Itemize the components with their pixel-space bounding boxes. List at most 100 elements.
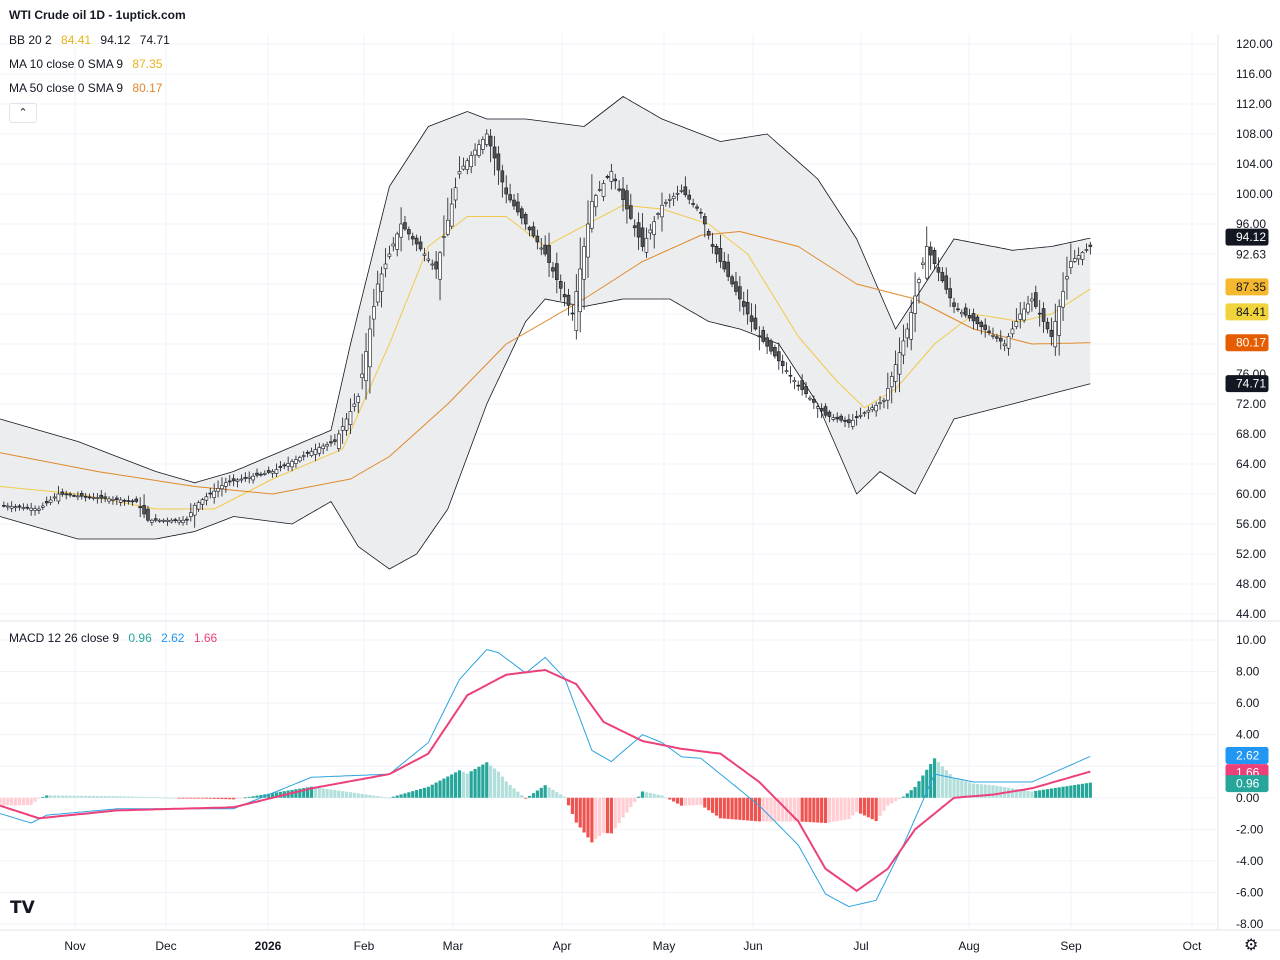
price-label-text: 74.71 xyxy=(1236,377,1266,391)
candle-body xyxy=(41,505,45,508)
candle-body xyxy=(115,497,119,500)
candle xyxy=(897,337,902,393)
candle xyxy=(629,193,633,221)
candle-body xyxy=(231,478,236,482)
ma50-legend[interactable]: MA 50 close 0 SMA 9 80.17 xyxy=(9,81,168,95)
candle xyxy=(44,496,49,507)
candle xyxy=(765,333,769,355)
legend-collapse-button[interactable]: ⌃ xyxy=(9,103,37,123)
candle xyxy=(227,475,232,486)
candle xyxy=(52,492,57,502)
candle-body xyxy=(1072,258,1077,262)
candle-body xyxy=(375,283,380,303)
candle-body xyxy=(484,133,489,145)
candle-body xyxy=(928,246,933,256)
candle xyxy=(173,517,178,524)
candle-body xyxy=(434,261,438,270)
candle xyxy=(870,404,875,413)
candle xyxy=(757,326,762,351)
macd-histogram-bar xyxy=(418,788,423,798)
candle-body xyxy=(1088,244,1093,247)
candle xyxy=(956,302,960,312)
candle xyxy=(866,406,871,420)
macd-histogram-bar xyxy=(804,797,808,822)
candle-body xyxy=(477,144,481,156)
macd-histogram-bar xyxy=(769,797,773,822)
candle-body xyxy=(426,258,431,261)
gear-icon[interactable]: ⚙ xyxy=(1244,937,1259,954)
candle xyxy=(796,380,801,391)
candle-body xyxy=(68,493,72,496)
candle-body xyxy=(543,244,547,255)
candle-body xyxy=(33,508,37,511)
candle-body xyxy=(481,139,485,150)
candle-body xyxy=(150,519,154,523)
candle xyxy=(823,403,828,419)
candle xyxy=(118,497,123,507)
candle-body xyxy=(313,449,318,455)
macd-histogram-bar xyxy=(87,795,92,798)
candle xyxy=(1069,243,1073,275)
price-tick-label: 96.00 xyxy=(1236,217,1266,231)
macd-histogram-bar xyxy=(890,797,894,804)
candle xyxy=(975,314,980,331)
candle-body xyxy=(519,208,524,219)
ma50-value: 80.17 xyxy=(132,81,163,95)
macd-histogram-bar xyxy=(138,796,142,798)
candle xyxy=(1088,241,1093,255)
candle-body xyxy=(410,236,415,240)
candle xyxy=(1076,247,1081,266)
candle-body xyxy=(664,201,668,204)
macd-legend[interactable]: MACD 12 26 close 9 0.96 2.62 1.66 xyxy=(9,631,223,645)
candle xyxy=(558,274,563,301)
macd-label-text: 0.96 xyxy=(1236,777,1260,791)
candle-body xyxy=(835,416,840,420)
candle xyxy=(932,247,937,270)
macd-histogram-bar xyxy=(909,790,913,798)
bb-legend[interactable]: BB 20 2 84.41 94.12 74.71 xyxy=(9,33,176,47)
price-label: 87.35 xyxy=(1225,278,1269,296)
candle xyxy=(216,480,220,498)
candle xyxy=(1037,300,1042,327)
candle xyxy=(543,235,547,257)
macd-histogram-bar xyxy=(247,796,251,798)
candle xyxy=(379,266,384,308)
macd-histogram-bar xyxy=(1018,789,1022,798)
candle xyxy=(952,297,956,314)
candle xyxy=(831,414,836,422)
macd-histogram-bar xyxy=(380,796,384,798)
candle-body xyxy=(593,195,598,208)
candle-body xyxy=(753,317,758,330)
time-tick-label: Jul xyxy=(853,939,868,953)
macd-histogram-bar xyxy=(29,797,33,806)
candle xyxy=(488,128,493,163)
macd-histogram-bar xyxy=(434,782,438,798)
macd-histogram-bar xyxy=(1030,791,1034,798)
macd-histogram-bar xyxy=(539,787,543,798)
macd-histogram-bar xyxy=(808,797,812,823)
macd-histogram-bar xyxy=(520,795,524,798)
candle xyxy=(792,376,797,390)
candle-body xyxy=(442,236,446,238)
macd-histogram-bar xyxy=(341,791,345,798)
macd-pane xyxy=(0,648,1092,908)
candle-body xyxy=(562,294,567,298)
candle-body xyxy=(9,506,14,509)
macd-histogram-bar xyxy=(629,797,633,808)
candle xyxy=(60,488,65,497)
candle-body xyxy=(535,235,540,243)
candle-body xyxy=(204,496,209,501)
candle xyxy=(87,493,92,500)
candle-body xyxy=(586,223,590,258)
ma10-legend[interactable]: MA 10 close 0 SMA 9 87.35 xyxy=(9,57,168,71)
macd-histogram-bar xyxy=(925,769,929,798)
candle-body xyxy=(356,396,361,403)
candle-body xyxy=(422,253,427,256)
macd-histogram-bar xyxy=(189,797,193,799)
candle xyxy=(130,498,135,506)
tradingview-logo[interactable]: TV xyxy=(10,898,35,918)
candle-body xyxy=(87,496,92,499)
candle xyxy=(527,225,532,237)
candle-body xyxy=(823,406,828,416)
